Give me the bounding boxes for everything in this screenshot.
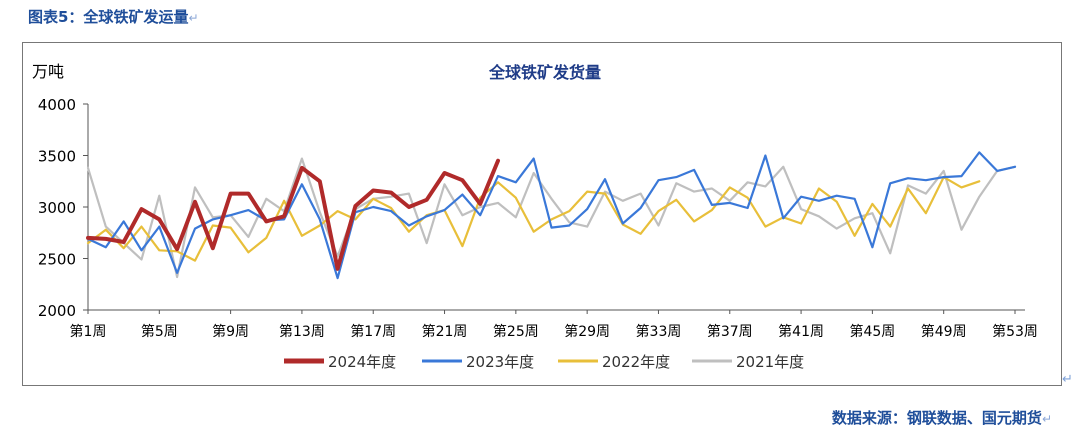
x-tick-label: 第45周	[849, 323, 895, 340]
legend-label: 2021年度	[736, 353, 804, 371]
paragraph-mark-icon: ↵	[188, 11, 199, 25]
x-tick-label: 第37周	[707, 323, 753, 340]
y-unit-label: 万吨	[32, 62, 64, 81]
x-tick-label: 第21周	[422, 323, 468, 340]
axes: 2000 2500 3000 3500 4000 第1周 第5周 第9周 第13周 第17周 第21…	[38, 96, 1038, 340]
chart-frame	[22, 42, 1062, 386]
legend-label: 2023年度	[466, 353, 534, 371]
paragraph-mark-icon: ↵	[1041, 412, 1052, 426]
x-tick-label: 第17周	[350, 323, 396, 340]
x-tick-label: 第29周	[564, 323, 610, 340]
figure-caption-text: 图表5：全球铁矿发运量	[28, 8, 189, 26]
series-lines	[86, 151, 1017, 280]
source-text: 数据来源：钢联数据、国元期货	[831, 409, 1042, 427]
series-line-2023年度	[86, 151, 1017, 280]
x-tick-label: 第33周	[636, 323, 682, 340]
y-tick-label: 2000	[38, 302, 76, 320]
x-tick-label: 第53周	[992, 323, 1038, 340]
x-tick-label: 第25周	[493, 323, 539, 340]
x-tick-label: 第5周	[141, 323, 178, 340]
x-tick-label: 第49周	[921, 323, 967, 340]
legend-label: 2024年度	[328, 353, 396, 371]
y-tick-label: 3000	[38, 199, 76, 217]
source-note: 数据来源：钢联数据、国元期货↵	[832, 407, 1052, 428]
paragraph-mark-icon: ↵	[1062, 372, 1073, 387]
x-tick-label: 第9周	[212, 323, 249, 340]
x-tick-label: 第1周	[70, 323, 107, 340]
x-tick-label: 第13周	[279, 323, 325, 340]
series-line-2021年度	[86, 157, 1017, 279]
chart-title: 全球铁矿发货量	[488, 63, 601, 82]
figure-caption: 图表5：全球铁矿发运量↵	[28, 6, 199, 27]
series-line-2024年度	[86, 158, 500, 271]
legend: 2024年度 2023年度 2022年度 2021年度	[284, 353, 804, 371]
y-tick-label: 2500	[38, 251, 76, 269]
y-tick-label: 4000	[38, 96, 76, 114]
legend-label: 2022年度	[602, 353, 670, 371]
x-tick-label: 第41周	[778, 323, 824, 340]
y-tick-label: 3500	[38, 148, 76, 166]
